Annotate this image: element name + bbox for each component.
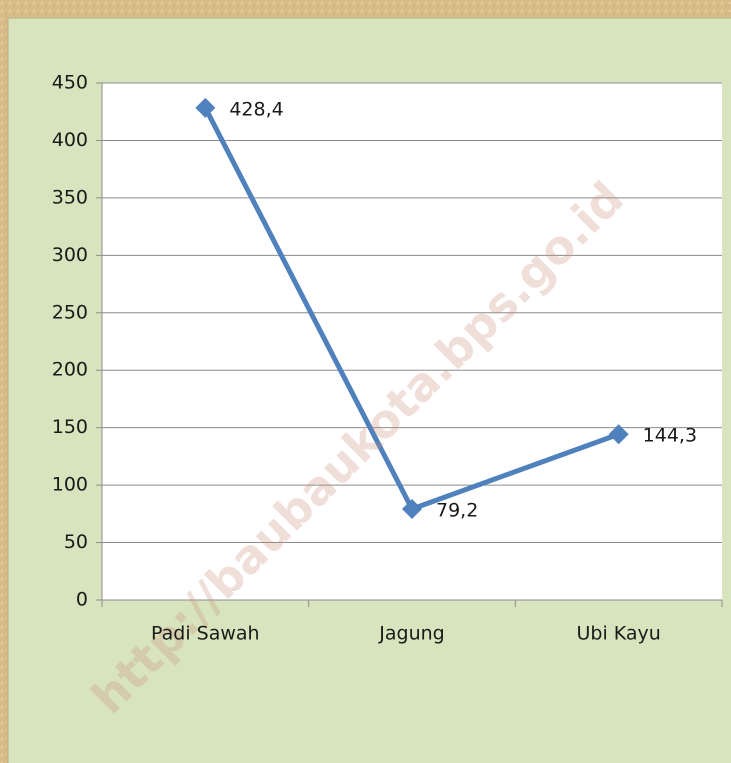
x-tick-label: Ubi Kayu xyxy=(576,623,660,645)
data-label: 144,3 xyxy=(643,425,697,447)
y-tick-label: 150 xyxy=(52,416,88,438)
y-tick-label: 200 xyxy=(52,359,88,381)
y-tick-label: 350 xyxy=(52,186,88,208)
y-tick-label: 100 xyxy=(52,474,88,496)
y-tick-label: 0 xyxy=(76,589,88,611)
y-tick-label: 300 xyxy=(52,244,88,266)
x-tick-label: Padi Sawah xyxy=(151,623,260,645)
plot-area xyxy=(102,83,722,600)
marker xyxy=(402,499,422,520)
marker xyxy=(608,424,629,445)
y-tick-label: 250 xyxy=(52,301,88,323)
y-tick-label: 50 xyxy=(64,531,88,553)
y-tick-label: 400 xyxy=(52,129,88,151)
data-label: 79,2 xyxy=(436,500,478,522)
marker xyxy=(195,97,216,118)
data-label: 428,4 xyxy=(229,98,283,120)
x-tick-label: Jagung xyxy=(378,623,444,645)
y-tick-label: 450 xyxy=(52,72,88,94)
marks: 428,4 79,2 144,3 xyxy=(195,97,697,522)
